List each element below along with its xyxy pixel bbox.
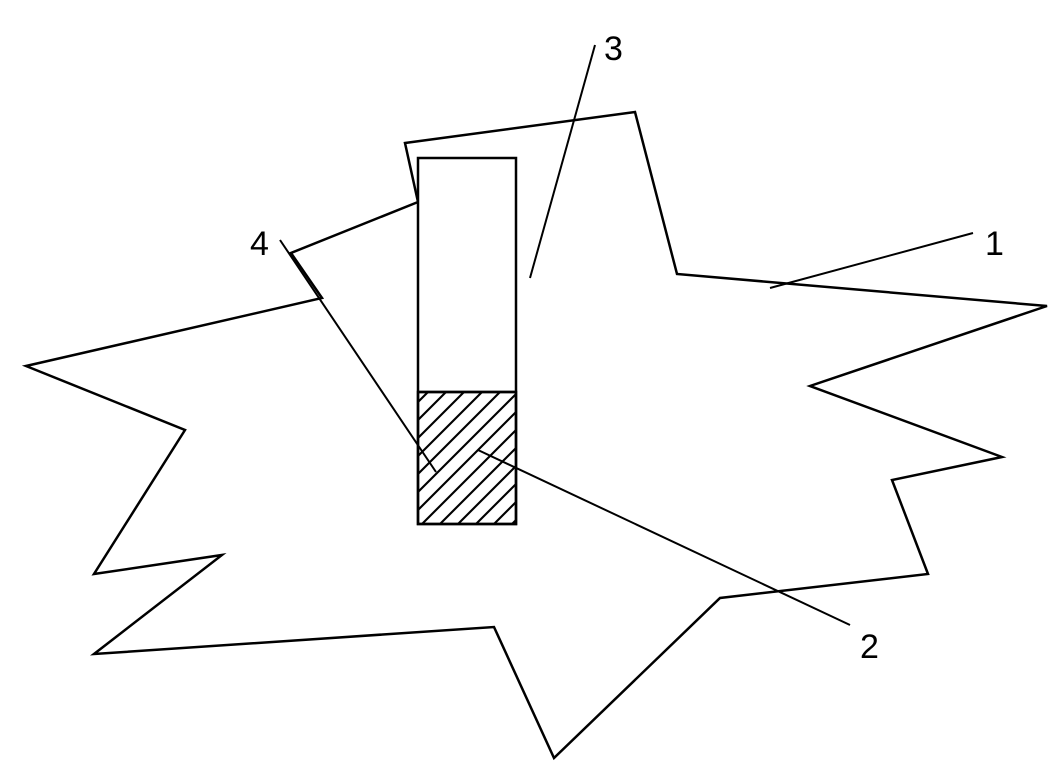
outer-irregular-shape: [26, 112, 1047, 758]
callout-line-1: [770, 233, 973, 288]
callout-line-3: [530, 45, 595, 278]
diagram-canvas: [0, 0, 1059, 770]
callout-lines: [280, 45, 973, 625]
central-column: [188, 158, 770, 524]
callout-line-4: [280, 240, 436, 472]
callout-label-1: 1: [985, 225, 1004, 264]
callout-label-3: 3: [604, 30, 623, 69]
callout-label-2: 2: [860, 628, 879, 667]
callout-line-2: [478, 450, 850, 625]
callout-label-4: 4: [250, 225, 269, 264]
